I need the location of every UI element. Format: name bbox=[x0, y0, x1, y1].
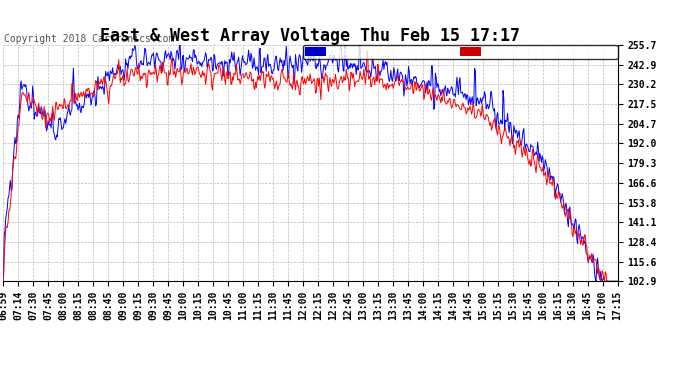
Text: Copyright 2018 Cartronics.com: Copyright 2018 Cartronics.com bbox=[4, 34, 175, 44]
Title: East & West Array Voltage Thu Feb 15 17:17: East & West Array Voltage Thu Feb 15 17:… bbox=[101, 27, 520, 45]
Legend: East Array (DC Volts), West Array (DC Volts): East Array (DC Volts), West Array (DC Vo… bbox=[303, 45, 618, 59]
